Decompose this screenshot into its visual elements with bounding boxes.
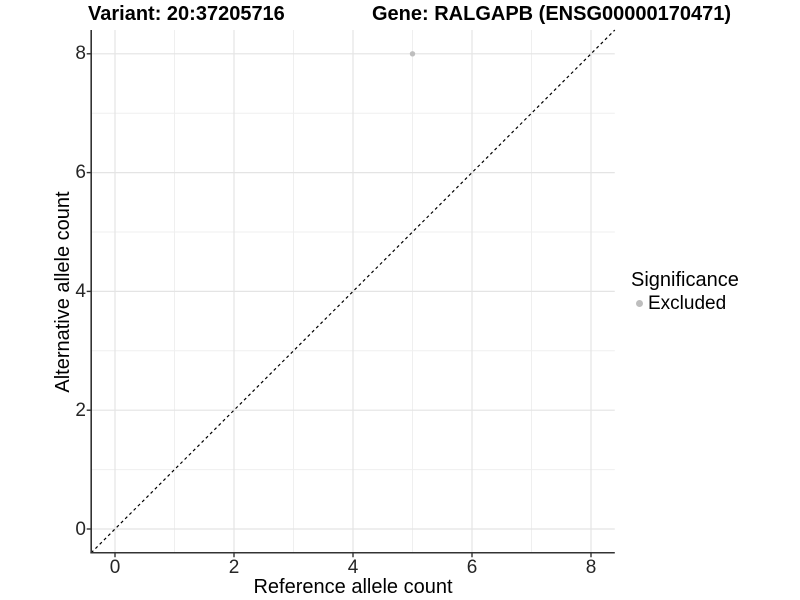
x-axis-title: Reference allele count <box>253 576 453 598</box>
variant-title: Variant: 20:37205716 <box>88 3 285 25</box>
y-tick-label: 4 <box>75 280 86 302</box>
x-tick-label: 2 <box>228 557 240 578</box>
legend-entry: Excluded <box>631 292 739 315</box>
x-tick-label: 4 <box>347 557 359 578</box>
legend: Significance Excluded <box>631 269 739 315</box>
x-tick-label: 8 <box>585 557 597 578</box>
excluded-point-icon <box>636 300 643 307</box>
y-tick-label: 8 <box>75 43 86 65</box>
gene-title: Gene: RALGAPB (ENSG00000170471) <box>372 3 732 25</box>
legend-key <box>631 300 648 307</box>
y-tick-label: 0 <box>75 518 86 540</box>
data-point <box>409 51 416 57</box>
x-tick-label: 6 <box>466 557 478 578</box>
legend-title: Significance <box>631 269 739 291</box>
legend-entry-label: Excluded <box>648 293 727 314</box>
y-tick-label: 6 <box>75 162 86 184</box>
x-tick-label: 0 <box>109 557 121 578</box>
y-axis-title: Alternative allele count <box>52 191 74 393</box>
y-tick-label: 2 <box>75 399 86 421</box>
